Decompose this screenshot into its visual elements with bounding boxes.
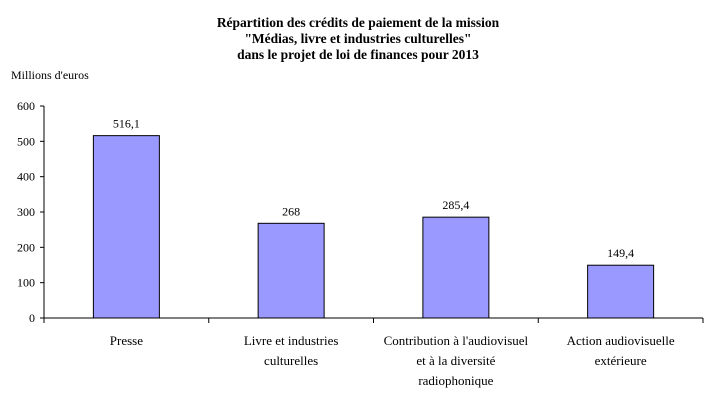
x-category-label: Livre et industries [244,333,339,348]
x-category-label: radiophonique [418,373,493,388]
y-tick-label: 400 [17,170,35,184]
category-labels: Presse Livre et industries culturelles Cont… [110,333,675,388]
y-tick-label: 200 [17,240,35,254]
bar-value-label: 516,1 [113,117,140,131]
value-labels: 516,1 268 285,4 149,4 [113,117,634,261]
bar-value-label: 268 [282,204,300,218]
chart-title-line: "Médias, livre et industries culturelles… [244,31,471,46]
bar [92,135,160,319]
x-category-label: culturelles [264,353,318,368]
y-tick-label: 300 [17,205,35,219]
x-category-label: et à la diversité [416,353,495,368]
bar-value-label: 285,4 [442,198,469,212]
y-tick-label: 0 [29,311,35,325]
y-axis-unit-label: Millions d'euros [11,68,89,82]
bars [92,135,655,319]
bar [422,216,490,319]
bar [587,264,655,319]
chart-title: Répartition des crédits de paiement de l… [217,15,500,62]
x-category-label: Contribution à l'audiovisuel [384,333,529,348]
x-category-label: extérieure [595,353,647,368]
chart-title-line: dans le projet de loi de finances pour 2… [237,47,479,62]
bar [257,222,325,319]
bar-value-label: 149,4 [607,246,634,260]
y-tick-label: 500 [17,134,35,148]
chart-title-line: Répartition des crédits de paiement de l… [217,15,500,30]
x-category-label: Action audiovisuelle [567,333,675,348]
y-tick-label: 600 [17,99,35,113]
x-category-label: Presse [110,333,143,348]
y-tick-label: 100 [17,276,35,290]
